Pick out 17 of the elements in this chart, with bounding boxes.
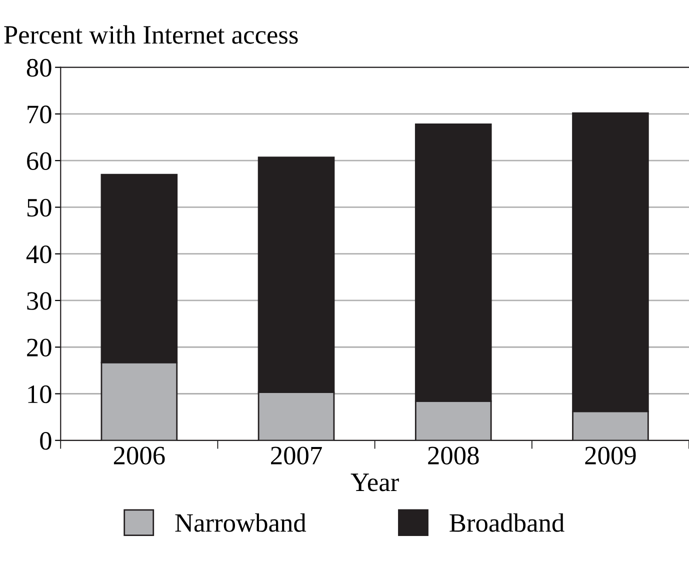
y-tick-label: 10 (28, 385, 52, 404)
y-tick-label: 70 (28, 106, 52, 124)
x-tick-label: 2008 (428, 446, 479, 465)
x-tick-label: 2007 (271, 446, 322, 465)
y-tick-label: 20 (27, 338, 52, 357)
y-axis-title: Percent with Internet access (4, 25, 298, 44)
y-tick-label: 0 (40, 432, 52, 450)
y-tick-label: 80 (26, 58, 52, 77)
legend-label: Broadband (450, 513, 564, 532)
y-tick-label: 40 (26, 245, 52, 264)
x-axis-title: Year (350, 474, 399, 492)
y-tick-label: 60 (27, 152, 52, 170)
legend-label: Narrowband (175, 513, 306, 532)
y-tick-label: 30 (27, 292, 52, 310)
x-tick-label: 2009 (585, 446, 636, 465)
x-tick-label: 2006 (114, 446, 165, 465)
y-tick-label: 50 (27, 198, 52, 217)
